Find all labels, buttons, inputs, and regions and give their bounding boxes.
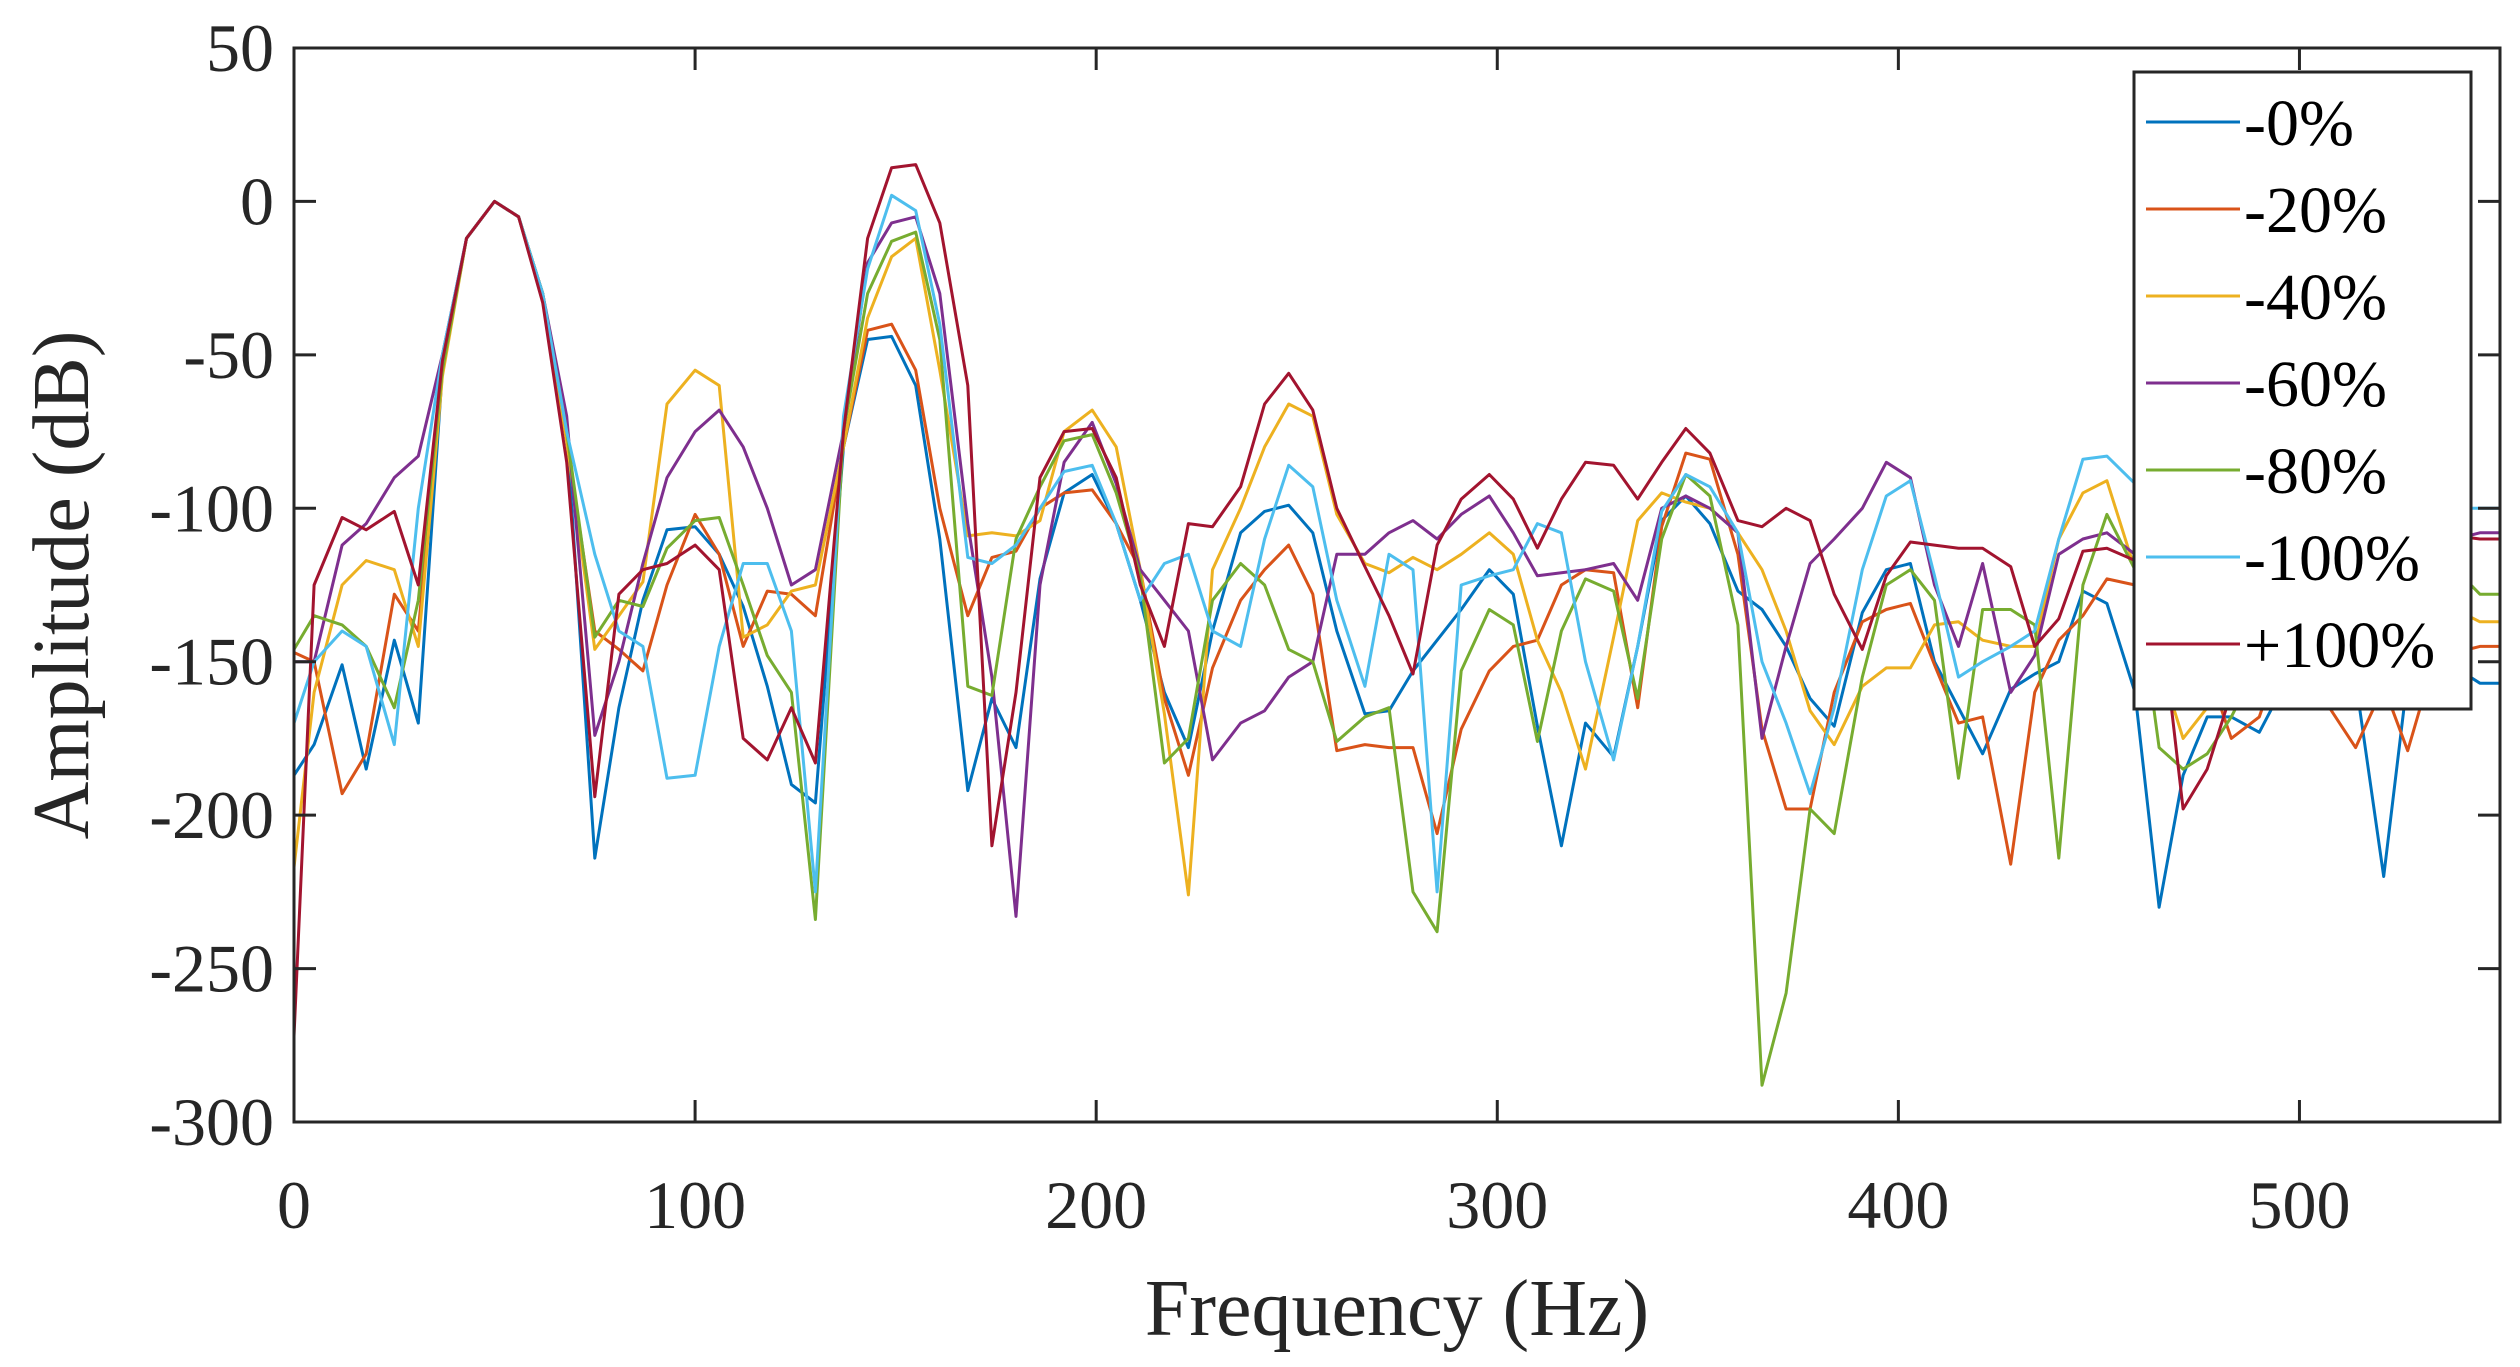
y-axis-title: Amplitude (dB) <box>18 331 106 840</box>
legend-label: -20% <box>2244 174 2387 247</box>
legend-label: -100% <box>2244 522 2420 595</box>
y-tick-label: -300 <box>149 1084 274 1160</box>
y-tick-label: -100 <box>149 470 274 546</box>
x-tick-label: 400 <box>1847 1167 1949 1243</box>
legend-label: -60% <box>2244 348 2387 421</box>
x-tick-label: 500 <box>2248 1167 2350 1243</box>
legend-label: -40% <box>2244 261 2387 334</box>
y-tick-label: 0 <box>240 163 274 239</box>
plot-area-frame <box>292 46 2502 1124</box>
x-tick-label: 100 <box>644 1167 746 1243</box>
x-axis-title: Frequency (Hz) <box>1145 1265 1649 1353</box>
series-line-0 <box>294 199 2500 909</box>
legend-label: +100% <box>2244 609 2435 682</box>
legend-label: -80% <box>2244 435 2387 508</box>
y-tick-label: -150 <box>149 624 274 700</box>
y-tick-label: 50 <box>206 10 274 86</box>
axes-ticks: 0 100 200 300 400 500500-50-100-150-200-250-3… <box>149 10 2500 1243</box>
x-tick-label: 200 <box>1045 1167 1147 1243</box>
y-tick-label: -50 <box>183 317 274 393</box>
y-tick-label: -250 <box>149 931 274 1007</box>
legend-label: -0% <box>2244 87 2354 160</box>
x-tick-label: 0 <box>277 1167 311 1243</box>
legend-box <box>2132 70 2473 711</box>
x-tick-label: 300 <box>1446 1167 1548 1243</box>
y-tick-label: -200 <box>149 777 274 853</box>
legend: -0% -20% -40% -60% -80% -100% +100% <box>2132 70 2473 711</box>
